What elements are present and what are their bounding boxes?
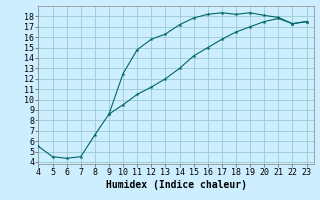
X-axis label: Humidex (Indice chaleur): Humidex (Indice chaleur) [106,180,246,190]
